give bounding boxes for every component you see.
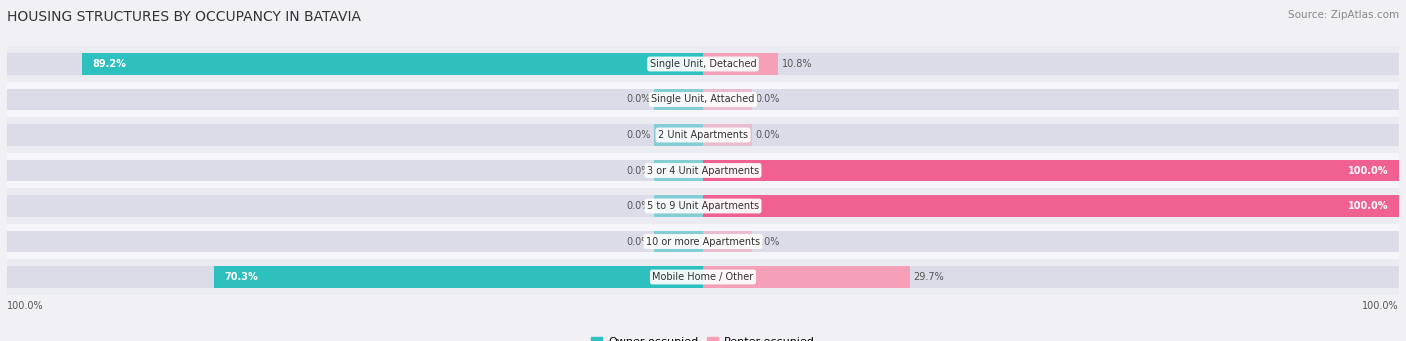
Text: Single Unit, Attached: Single Unit, Attached xyxy=(651,94,755,104)
Bar xyxy=(7,259,1399,295)
Bar xyxy=(7,224,1399,259)
Text: 0.0%: 0.0% xyxy=(627,237,651,247)
Bar xyxy=(654,160,703,181)
Text: 0.0%: 0.0% xyxy=(627,201,651,211)
Bar xyxy=(7,124,1399,146)
Bar xyxy=(7,153,1399,188)
Bar xyxy=(703,266,910,288)
Bar xyxy=(82,53,703,75)
Bar xyxy=(654,231,703,252)
Text: 0.0%: 0.0% xyxy=(627,94,651,104)
Text: 5 to 9 Unit Apartments: 5 to 9 Unit Apartments xyxy=(647,201,759,211)
Text: 89.2%: 89.2% xyxy=(93,59,127,69)
Bar xyxy=(7,266,1399,288)
Bar xyxy=(7,53,1399,75)
Bar xyxy=(7,46,1399,82)
Bar xyxy=(703,53,778,75)
Text: 2 Unit Apartments: 2 Unit Apartments xyxy=(658,130,748,140)
Text: 3 or 4 Unit Apartments: 3 or 4 Unit Apartments xyxy=(647,165,759,176)
Bar xyxy=(703,124,752,146)
Text: 0.0%: 0.0% xyxy=(627,130,651,140)
Bar xyxy=(654,89,703,110)
Text: 100.0%: 100.0% xyxy=(1348,165,1389,176)
Text: 100.0%: 100.0% xyxy=(1362,301,1399,311)
Text: Mobile Home / Other: Mobile Home / Other xyxy=(652,272,754,282)
Bar xyxy=(654,124,703,146)
Bar xyxy=(7,231,1399,252)
Legend: Owner-occupied, Renter-occupied: Owner-occupied, Renter-occupied xyxy=(586,332,820,341)
Bar xyxy=(703,160,1399,181)
Text: Single Unit, Detached: Single Unit, Detached xyxy=(650,59,756,69)
Bar xyxy=(7,89,1399,110)
Bar xyxy=(7,160,1399,181)
Text: 10.8%: 10.8% xyxy=(782,59,813,69)
Text: 0.0%: 0.0% xyxy=(755,237,779,247)
Bar xyxy=(7,188,1399,224)
Text: 0.0%: 0.0% xyxy=(755,94,779,104)
Text: 0.0%: 0.0% xyxy=(755,130,779,140)
Bar xyxy=(7,117,1399,153)
Text: HOUSING STRUCTURES BY OCCUPANCY IN BATAVIA: HOUSING STRUCTURES BY OCCUPANCY IN BATAV… xyxy=(7,10,361,24)
Bar xyxy=(703,195,1399,217)
Bar xyxy=(214,266,703,288)
Text: 100.0%: 100.0% xyxy=(7,301,44,311)
Text: 100.0%: 100.0% xyxy=(1348,201,1389,211)
Bar xyxy=(7,82,1399,117)
Text: 10 or more Apartments: 10 or more Apartments xyxy=(645,237,761,247)
Text: Source: ZipAtlas.com: Source: ZipAtlas.com xyxy=(1288,10,1399,20)
Text: 70.3%: 70.3% xyxy=(224,272,257,282)
Bar xyxy=(7,195,1399,217)
Bar xyxy=(703,89,752,110)
Bar xyxy=(703,231,752,252)
Bar xyxy=(654,195,703,217)
Text: 0.0%: 0.0% xyxy=(627,165,651,176)
Text: 29.7%: 29.7% xyxy=(912,272,943,282)
